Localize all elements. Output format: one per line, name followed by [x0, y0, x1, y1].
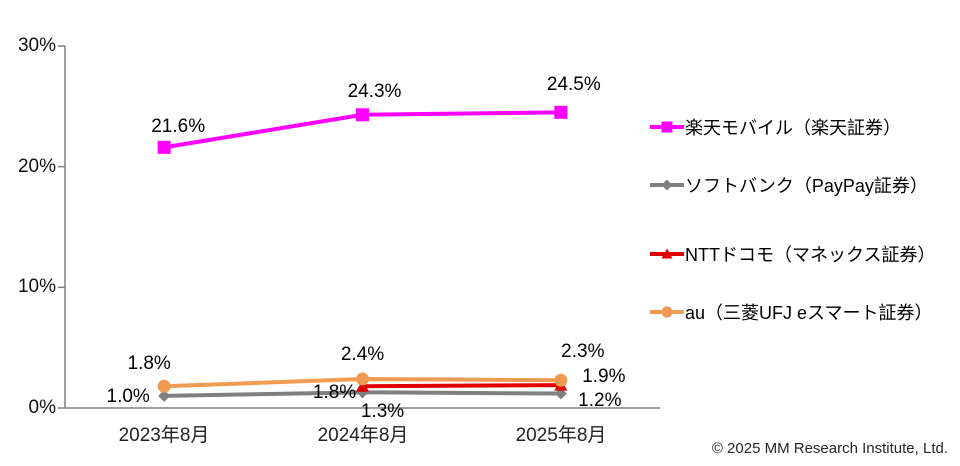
series-marker-square-icon: [661, 121, 673, 133]
x-axis-category-label: 2025年8月: [515, 425, 607, 446]
series-line: [362, 383, 561, 389]
legend-item-softbank: ソフトバンク（PayPay証券）: [650, 174, 928, 196]
copyright-notice: © 2025 MM Research Institute, Ltd.: [711, 440, 948, 457]
y-axis-tick-label: 30%: [17, 35, 56, 56]
series-marker-circle-icon: [661, 306, 673, 318]
x-axis-category-label: 2024年8月: [317, 425, 409, 446]
series-marker-diamond-icon: [661, 179, 673, 191]
series-marker-circle-icon: [157, 379, 171, 393]
x-axis-category-label: 2023年8月: [118, 425, 210, 446]
series-marker-square-icon: [157, 140, 171, 154]
legend-item-rakuten: 楽天モバイル（楽天証券）: [650, 116, 901, 138]
legend-item-au: au（三菱UFJ eスマート証券）: [650, 301, 933, 323]
series-marker-circle-icon: [554, 373, 568, 387]
legend-item-docomo: NTTドコモ（マネックス証券）: [650, 243, 935, 265]
series-marker-triangle-icon: [661, 248, 673, 259]
y-axis-tick-label: 20%: [17, 156, 56, 177]
legend-item-label: 楽天モバイル（楽天証券）: [685, 118, 901, 138]
legend-item-label: NTTドコモ（マネックス証券）: [685, 245, 936, 265]
legend-marker-circle-icon: [650, 304, 684, 320]
series-marker-diamond-icon: [158, 389, 171, 402]
legend-marker-square-icon: [650, 119, 684, 135]
legend-item-label: au（三菱UFJ eスマート証券）: [685, 303, 933, 323]
y-axis-tick-label: 10%: [17, 276, 56, 297]
series-marker-square-icon: [554, 105, 568, 119]
series-marker-square-icon: [356, 108, 369, 122]
y-axis-tick-label: 0%: [28, 397, 56, 418]
series-marker-triangle-icon: [356, 379, 369, 392]
legend-marker-diamond-icon: [650, 177, 684, 193]
legend-item-label: ソフトバンク（PayPay証券）: [685, 176, 928, 196]
legend-marker-triangle-icon: [650, 246, 684, 262]
series-marker-circle-icon: [356, 372, 369, 386]
